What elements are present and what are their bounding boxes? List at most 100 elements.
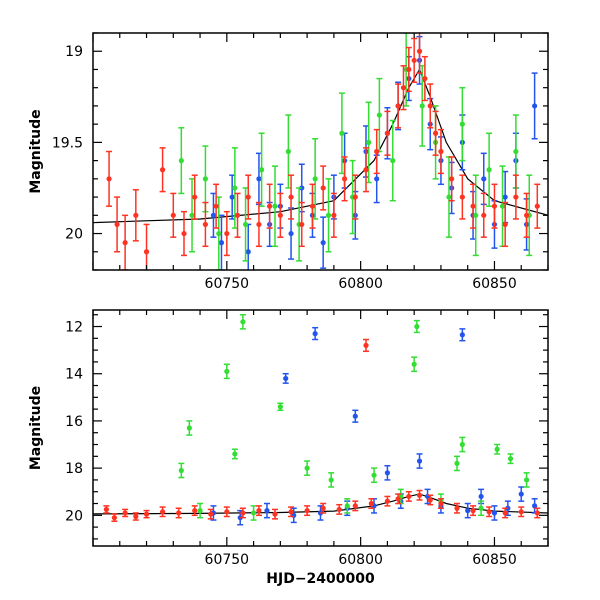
data-point xyxy=(384,465,391,481)
plot-area xyxy=(93,33,548,270)
x-tick-label: 60750 xyxy=(205,552,250,568)
data-marker xyxy=(518,509,524,515)
data-point xyxy=(478,500,485,517)
data-point xyxy=(494,443,501,455)
data-point xyxy=(103,505,110,514)
data-marker xyxy=(422,75,428,82)
data-point xyxy=(459,436,466,453)
data-point xyxy=(411,356,418,373)
data-marker xyxy=(459,332,465,338)
data-point xyxy=(213,183,220,229)
data-point xyxy=(320,502,327,514)
data-point xyxy=(277,192,284,238)
data-marker xyxy=(304,508,310,514)
data-marker xyxy=(259,167,265,173)
data-marker xyxy=(427,103,433,109)
data-point xyxy=(186,420,193,436)
data-marker xyxy=(507,456,514,462)
data-marker xyxy=(176,510,182,516)
data-marker xyxy=(213,203,219,209)
data-point xyxy=(197,502,204,519)
data-point xyxy=(531,72,538,140)
data-marker xyxy=(416,492,423,498)
data-marker xyxy=(352,413,358,419)
model-curve xyxy=(93,68,548,224)
data-marker xyxy=(283,375,289,382)
data-marker xyxy=(406,493,412,500)
data-marker xyxy=(502,221,508,228)
data-marker xyxy=(106,176,112,182)
data-marker xyxy=(446,194,452,200)
data-marker xyxy=(513,148,519,155)
data-point xyxy=(234,192,241,238)
data-point xyxy=(427,83,434,129)
top-panel: 60750 60800 60850 19 19.5 20 Magnitude xyxy=(28,32,549,292)
data-marker xyxy=(245,249,251,255)
data-marker xyxy=(111,515,118,521)
data-marker xyxy=(352,503,358,509)
data-marker xyxy=(513,194,519,200)
data-point xyxy=(202,201,209,248)
data-marker xyxy=(368,500,374,507)
data-point xyxy=(132,189,139,242)
data-point xyxy=(298,201,305,248)
data-marker xyxy=(502,194,508,200)
data-marker xyxy=(454,505,460,511)
data-marker xyxy=(210,212,217,218)
data-marker xyxy=(534,203,540,209)
y-tick-label: 14 xyxy=(65,367,83,383)
series-2 xyxy=(103,338,541,522)
data-point xyxy=(389,119,396,202)
data-point xyxy=(419,65,426,147)
data-point xyxy=(223,363,230,380)
data-marker xyxy=(518,491,524,497)
y-axis-label: Magnitude xyxy=(28,109,44,193)
data-marker xyxy=(312,331,318,337)
data-point xyxy=(338,92,345,175)
data-marker xyxy=(459,441,465,448)
data-marker xyxy=(192,194,198,200)
data-marker xyxy=(178,467,184,474)
data-marker xyxy=(320,505,326,511)
data-marker xyxy=(384,130,391,136)
plot-frame xyxy=(92,32,549,271)
data-point xyxy=(371,467,378,484)
data-marker xyxy=(416,48,423,54)
data-point xyxy=(178,462,185,479)
data-marker xyxy=(288,230,294,237)
data-marker xyxy=(411,361,417,367)
data-point xyxy=(325,178,332,253)
data-point xyxy=(459,174,466,220)
data-marker xyxy=(384,470,391,476)
data-marker xyxy=(272,203,278,209)
data-point xyxy=(170,192,177,238)
data-point xyxy=(472,174,479,257)
data-marker xyxy=(411,57,417,63)
data-point xyxy=(250,505,257,521)
data-point xyxy=(352,174,359,220)
data-point xyxy=(143,223,150,270)
data-point xyxy=(344,498,351,514)
data-point xyxy=(502,201,509,248)
data-point xyxy=(304,505,311,517)
data-point xyxy=(395,83,402,129)
y-axis-label: Magnitude xyxy=(28,386,44,470)
data-point xyxy=(486,506,493,518)
data-marker xyxy=(339,130,345,136)
data-marker xyxy=(122,240,128,246)
data-point xyxy=(122,508,129,518)
data-marker xyxy=(232,185,238,191)
data-point xyxy=(277,402,284,412)
data-point xyxy=(352,500,359,512)
data-point xyxy=(416,489,423,501)
data-point xyxy=(405,46,412,93)
data-marker xyxy=(363,167,369,173)
data-point xyxy=(239,507,246,519)
data-point xyxy=(272,508,278,520)
y-tick-label: 16 xyxy=(65,414,83,430)
data-marker xyxy=(414,323,420,330)
data-point xyxy=(231,448,238,460)
data-marker xyxy=(491,203,498,209)
data-point xyxy=(288,174,295,220)
data-point xyxy=(432,110,439,156)
